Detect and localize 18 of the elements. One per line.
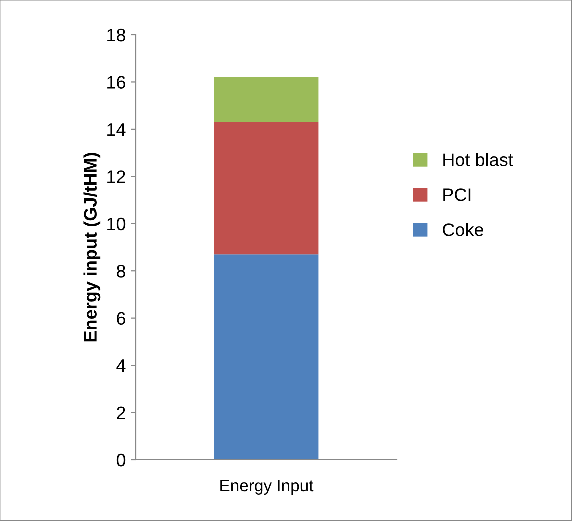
x-tick-label: Energy Input <box>220 480 314 495</box>
legend-label: Coke <box>443 223 484 236</box>
y-tick-label: 2 <box>117 406 126 420</box>
y-tick-label: 8 <box>117 265 126 278</box>
y-tick-label: 18 <box>108 28 126 42</box>
legend-label: PCI <box>444 188 471 202</box>
bar <box>214 78 319 122</box>
bar <box>214 254 319 460</box>
y-tick-label: 16 <box>108 76 126 89</box>
y-tick-label: 6 <box>117 312 126 326</box>
y-tick-label: 12 <box>108 170 126 184</box>
y-axis-title: Energy input (GJ/tHM) <box>84 153 101 342</box>
bar <box>214 122 319 255</box>
legend-label: Hot blast <box>444 153 514 166</box>
y-tick-label: 4 <box>116 360 126 372</box>
y-tick-label: 0 <box>116 454 126 467</box>
y-tick-label: 10 <box>108 218 126 231</box>
y-tick-label: 14 <box>108 124 126 136</box>
